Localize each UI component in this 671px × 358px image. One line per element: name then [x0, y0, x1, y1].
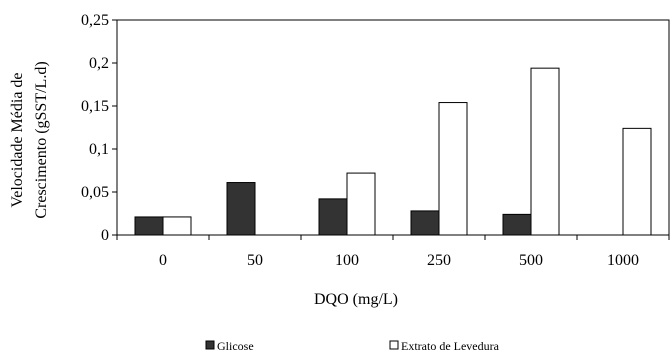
- bar-glicose: [226, 182, 256, 236]
- bars: [134, 67, 652, 236]
- legend-label-glicose: Glicose: [217, 339, 254, 353]
- x-tick-label: 0: [159, 252, 167, 269]
- y-axis-title-line-2: Crescimento (gSST/L.d): [33, 61, 50, 218]
- x-axis-title: DQO (mg/L): [314, 291, 398, 308]
- bar-extrato-de-levedura: [622, 127, 652, 236]
- bar-extrato-de-levedura: [346, 172, 376, 236]
- x-tick-label: 100: [335, 252, 359, 269]
- bar-glicose: [502, 213, 532, 236]
- plot-area: [116, 19, 670, 236]
- bar-extrato-de-levedura: [530, 67, 560, 236]
- y-tick-label: 0,05: [81, 184, 109, 201]
- bar-glicose: [318, 198, 348, 236]
- y-tick-label: 0,2: [89, 55, 109, 72]
- x-tick-label: 50: [247, 252, 263, 269]
- bar-extrato-de-levedura: [438, 102, 468, 236]
- y-axis-title-line-1: Velocidade Média de: [9, 72, 26, 207]
- y-tick-label: 0,15: [81, 98, 109, 115]
- plot-frame: [116, 19, 670, 236]
- legend-swatch-glicose: [205, 340, 215, 350]
- legend: Glicose Extrato de Levedura: [205, 339, 500, 353]
- y-tick-label: 0: [101, 227, 109, 244]
- bar-glicose: [410, 210, 440, 236]
- y-tick-label: 0,1: [89, 141, 109, 158]
- y-tick-label: 0,25: [81, 12, 109, 29]
- x-tick-label: 1000: [607, 252, 639, 269]
- x-axis-ticks: 0 50 100 250 500 1000: [116, 235, 670, 269]
- y-axis-ticks: 0 0,05 0,1 0,15 0,2 0,25: [81, 12, 117, 244]
- x-tick-label: 250: [427, 252, 451, 269]
- legend-label-extrato-de-levedura: Extrato de Levedura: [401, 339, 500, 353]
- bar-extrato-de-levedura: [162, 216, 192, 236]
- bar-glicose: [134, 216, 164, 236]
- x-tick-label: 500: [519, 252, 543, 269]
- legend-swatch-extrato-de-levedura: [389, 340, 399, 350]
